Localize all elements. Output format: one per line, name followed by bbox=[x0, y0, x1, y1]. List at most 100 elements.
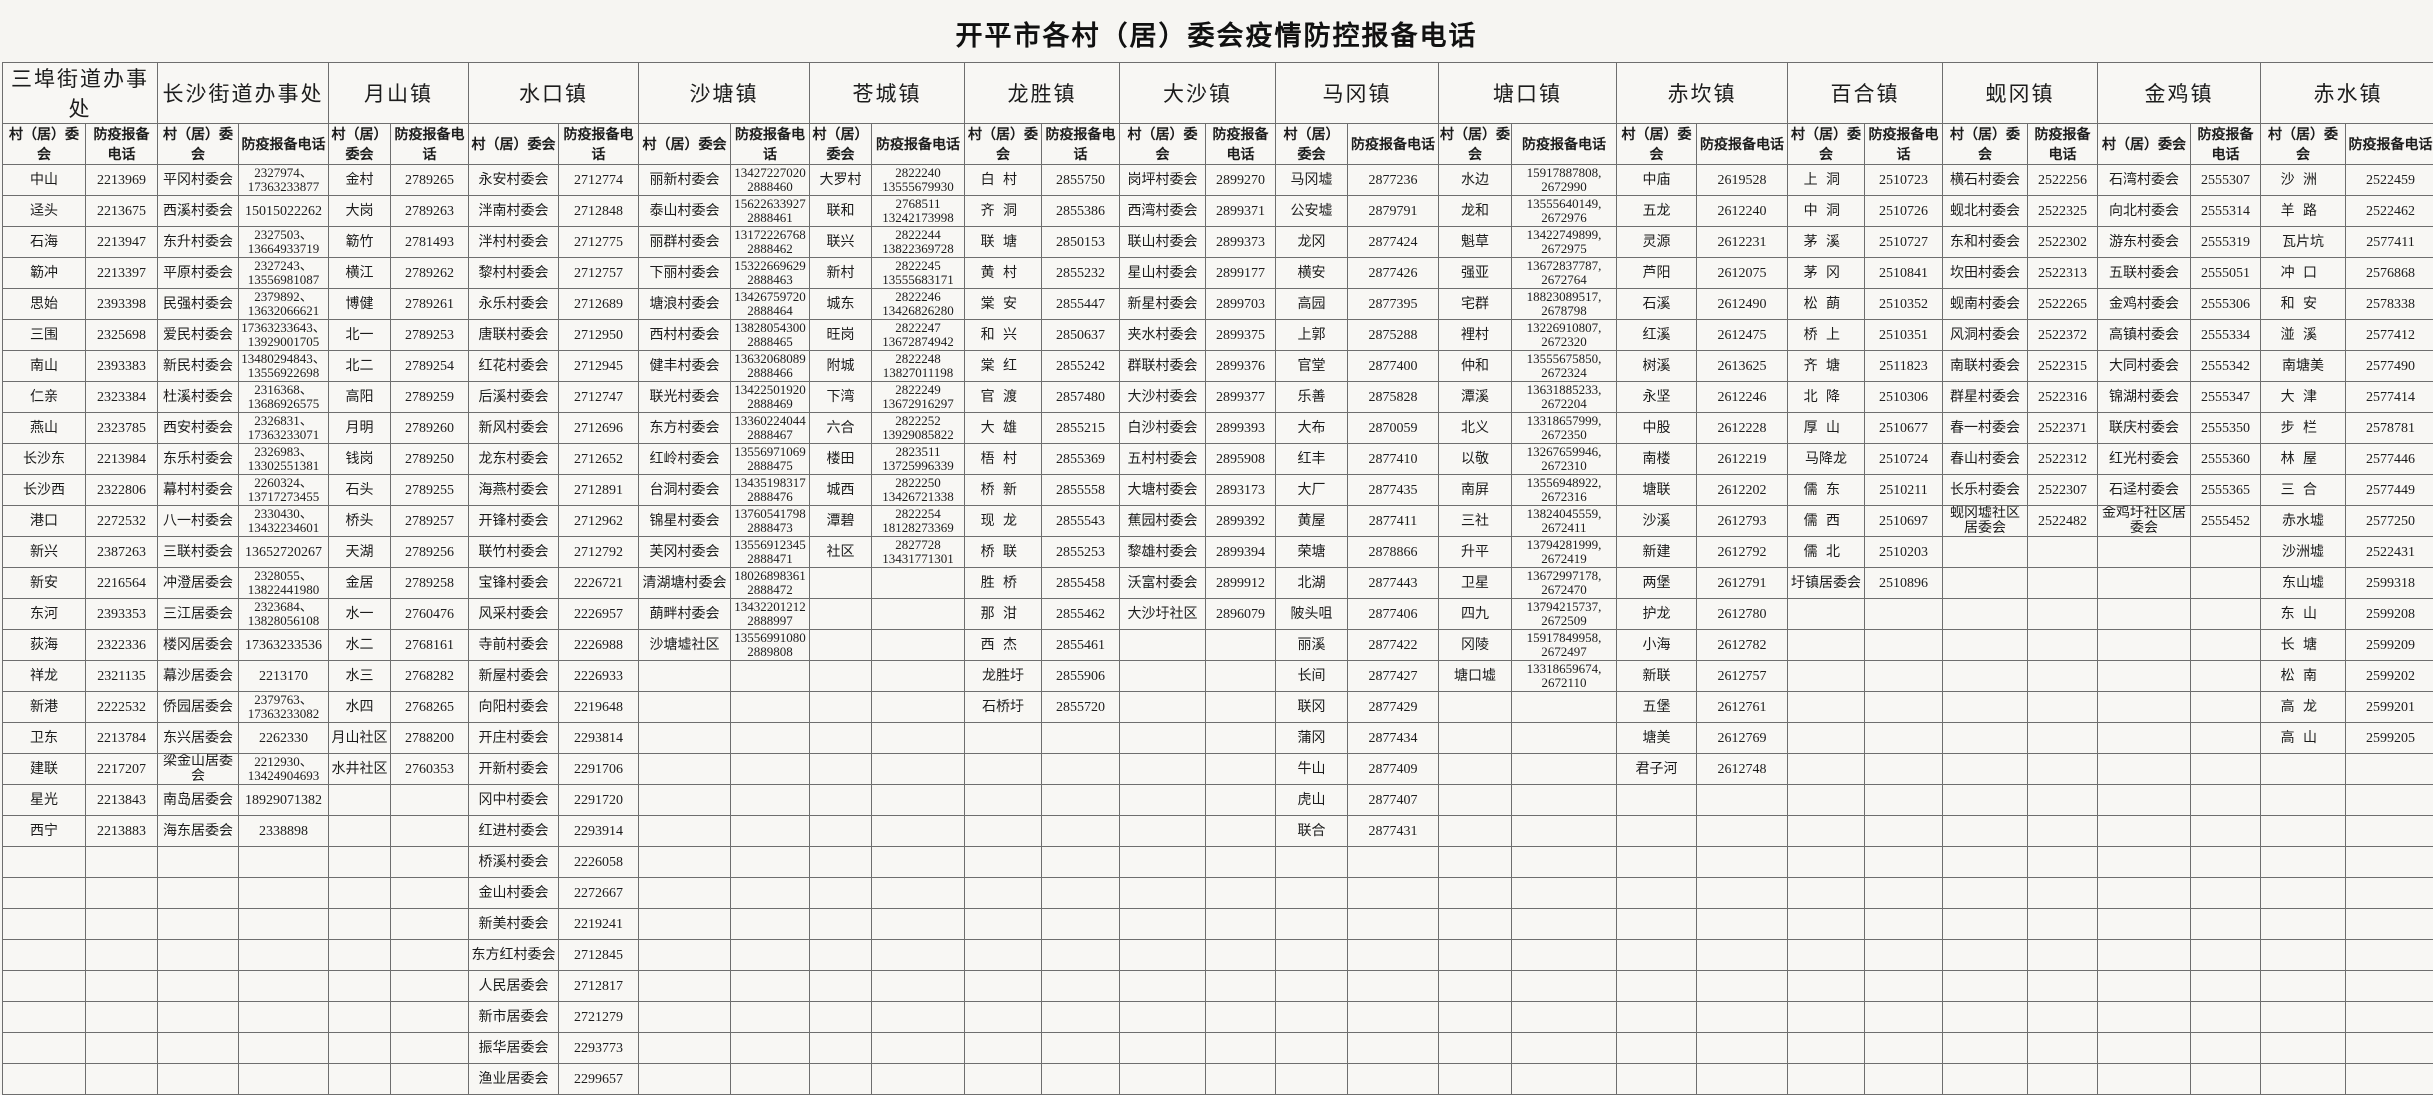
town-header: 赤坎镇 bbox=[1617, 63, 1788, 124]
empty-cell bbox=[2028, 754, 2098, 785]
phone-cell: 2299657 bbox=[559, 1064, 639, 1095]
empty-cell bbox=[1439, 878, 1512, 909]
village-name-cell: 月明 bbox=[329, 413, 391, 444]
empty-cell bbox=[239, 1002, 329, 1033]
phone-cell: 2768265 bbox=[391, 692, 469, 723]
phone-cell: 2510306 bbox=[1865, 382, 1943, 413]
phone-cell: 2322806 bbox=[86, 475, 158, 506]
village-name: 儒西 bbox=[1804, 514, 1849, 529]
phone-line: 2822244 bbox=[873, 228, 963, 242]
town-header: 百合镇 bbox=[1788, 63, 1943, 124]
phone-cell: 2213397 bbox=[86, 258, 158, 289]
village-name-cell: 长沙东 bbox=[3, 444, 86, 475]
phone-cell: 2877426 bbox=[1348, 258, 1439, 289]
village-name-cell: 楼田 bbox=[810, 444, 872, 475]
empty-cell bbox=[1042, 847, 1120, 878]
phone-cell: 2522302 bbox=[2028, 227, 2098, 258]
empty-cell bbox=[1943, 692, 2028, 723]
village-name: 黄村 bbox=[981, 266, 1026, 281]
village-name-cell: 冲口 bbox=[2261, 258, 2346, 289]
empty-cell bbox=[1042, 971, 1120, 1002]
village-name-cell: 沙洲 bbox=[2261, 165, 2346, 196]
phone-line: 13929085822 bbox=[873, 428, 963, 442]
village-name-cell: 大沙圩社区 bbox=[1120, 599, 1206, 630]
phone-cell: 2877409 bbox=[1348, 754, 1439, 785]
village-name-cell: 平冈村委会 bbox=[158, 165, 239, 196]
village-name-cell: 棠安 bbox=[965, 289, 1042, 320]
phone-line: 2327974、 bbox=[240, 166, 327, 180]
empty-cell bbox=[1276, 847, 1348, 878]
phone-cell: 2325698 bbox=[86, 320, 158, 351]
phone-line: 18128273369 bbox=[873, 521, 963, 535]
empty-cell bbox=[1617, 785, 1697, 816]
phone-cell: 2877411 bbox=[1348, 506, 1439, 537]
empty-cell bbox=[158, 909, 239, 940]
empty-cell bbox=[2028, 630, 2098, 661]
empty-cell bbox=[965, 940, 1042, 971]
phone-cell: 2855253 bbox=[1042, 537, 1120, 568]
phone-line: 13672837787, bbox=[1513, 259, 1615, 273]
phone-line: 2316368、 bbox=[240, 383, 327, 397]
village-name-cell: 蓢畔村委会 bbox=[639, 599, 731, 630]
village-name-cell: 蚬南村委会 bbox=[1943, 289, 2028, 320]
village-name-cell: 五堡 bbox=[1617, 692, 1697, 723]
phone-line: 15322669629 bbox=[732, 259, 808, 273]
village-name-cell: 五龙 bbox=[1617, 196, 1697, 227]
village-name-cell: 东乐村委会 bbox=[158, 444, 239, 475]
phone-line: 2888475 bbox=[732, 459, 808, 473]
empty-cell bbox=[810, 878, 872, 909]
town-header: 苍城镇 bbox=[810, 63, 965, 124]
empty-cell bbox=[86, 1002, 158, 1033]
empty-cell bbox=[2098, 568, 2191, 599]
village-name-cell: 坎田村委会 bbox=[1943, 258, 2028, 289]
empty-cell bbox=[1439, 1064, 1512, 1095]
phone-line: 2822249 bbox=[873, 383, 963, 397]
phone-cell: 2612246 bbox=[1697, 382, 1788, 413]
village-name-cell: 白沙村委会 bbox=[1120, 413, 1206, 444]
empty-cell bbox=[1865, 1033, 1943, 1064]
village-name-cell: 城东 bbox=[810, 289, 872, 320]
empty-cell bbox=[639, 754, 731, 785]
empty-cell bbox=[1943, 599, 2028, 630]
empty-cell bbox=[1788, 785, 1865, 816]
village-name-cell: 蚬北村委会 bbox=[1943, 196, 2028, 227]
phone-cell: 2599201 bbox=[2346, 692, 2433, 723]
village-name-cell: 东山墟 bbox=[2261, 568, 2346, 599]
phone-cell: 2612769 bbox=[1697, 723, 1788, 754]
phone-cell: 2877422 bbox=[1348, 630, 1439, 661]
empty-cell bbox=[2191, 1002, 2261, 1033]
village-name-cell: 高镇村委会 bbox=[2098, 320, 2191, 351]
phone-cell: 2612475 bbox=[1697, 320, 1788, 351]
empty-cell bbox=[1512, 1033, 1617, 1064]
village-name-cell: 后溪村委会 bbox=[469, 382, 559, 413]
village-name-cell: 锦星村委会 bbox=[639, 506, 731, 537]
phone-cell: 2577412 bbox=[2346, 320, 2433, 351]
village-name: 沙洲 bbox=[2281, 173, 2326, 188]
phone-cell: 2612780 bbox=[1697, 599, 1788, 630]
village-name-cell: 东河 bbox=[3, 599, 86, 630]
empty-cell bbox=[1943, 971, 2028, 1002]
phone-line: 2823511 bbox=[873, 445, 963, 459]
phone-line: 2328055、 bbox=[240, 569, 327, 583]
phone-cell: 2855215 bbox=[1042, 413, 1120, 444]
empty-cell bbox=[810, 816, 872, 847]
phone-cell: 2619528 bbox=[1697, 165, 1788, 196]
phone-cell: 2599202 bbox=[2346, 661, 2433, 692]
phone-line: 13822441980 bbox=[240, 583, 327, 597]
village-col-header: 村（居）委会 bbox=[639, 124, 731, 165]
empty-cell bbox=[3, 878, 86, 909]
phone-line: 13426826280 bbox=[873, 304, 963, 318]
village-name-cell: 蕉园村委会 bbox=[1120, 506, 1206, 537]
phone-cell: 2510352 bbox=[1865, 289, 1943, 320]
phone-line: 13664933719 bbox=[240, 242, 327, 256]
empty-cell bbox=[1943, 754, 2028, 785]
village-name-cell: 爱民村委会 bbox=[158, 320, 239, 351]
empty-cell bbox=[1042, 878, 1120, 909]
village-name-cell: 中洞 bbox=[1788, 196, 1865, 227]
empty-cell bbox=[810, 568, 872, 599]
